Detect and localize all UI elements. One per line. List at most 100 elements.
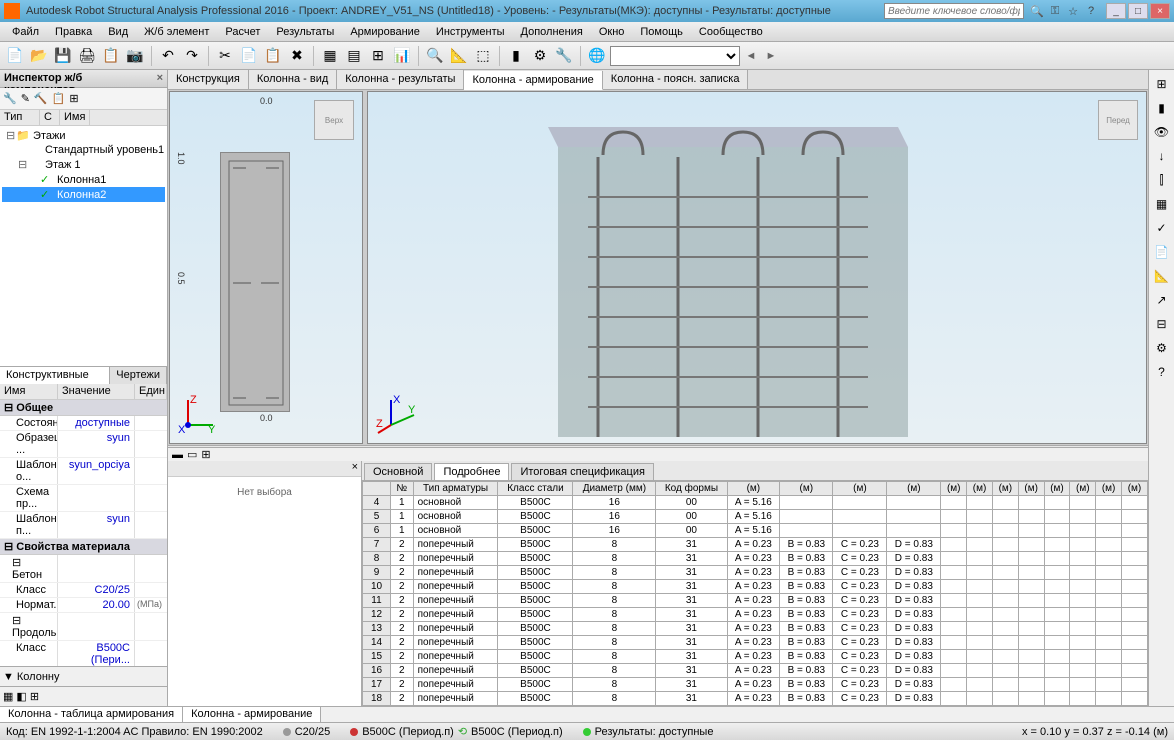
star-icon[interactable]: ☆	[1066, 4, 1080, 18]
table-row[interactable]: 142поперечныйB500C831A = 0.23B = 0.83C =…	[363, 636, 1148, 650]
viewport-3d[interactable]: Перед XYZ	[367, 91, 1147, 444]
col-header[interactable]: (м)	[1122, 482, 1148, 496]
table-row[interactable]: 61основнойB500C1600A = 5.16	[363, 524, 1148, 538]
table-row[interactable]: 92поперечныйB500C831A = 0.23B = 0.83C = …	[363, 566, 1148, 580]
menu-Окно[interactable]: Окно	[591, 24, 633, 40]
prop-row[interactable]: Шаблон о...syun_opciya	[0, 458, 167, 485]
select-icon[interactable]: ⬚	[472, 45, 494, 67]
copy-icon[interactable]: 📄	[238, 45, 260, 67]
menu-Вид[interactable]: Вид	[100, 24, 136, 40]
settings-icon[interactable]: ⚙	[529, 45, 551, 67]
tree-node[interactable]: Стандартный уровень1	[2, 143, 165, 157]
table-row[interactable]: 122поперечныйB500C831A = 0.23B = 0.83C =…	[363, 608, 1148, 622]
window1-icon[interactable]: ▦	[319, 45, 341, 67]
prop-row[interactable]: КлассC20/25	[0, 583, 167, 598]
redo-icon[interactable]: ↷	[181, 45, 203, 67]
view-cube-3d[interactable]: Перед	[1098, 100, 1138, 140]
undo-icon[interactable]: ↶	[157, 45, 179, 67]
table-row[interactable]: 51основнойB500C1600A = 5.16	[363, 510, 1148, 524]
filter-icon[interactable]: ▼	[3, 671, 14, 683]
new-icon[interactable]: 📄	[4, 45, 26, 67]
table-row[interactable]: 102поперечныйB500C831A = 0.23B = 0.83C =…	[363, 580, 1148, 594]
menu-Сообщество[interactable]: Сообщество	[691, 24, 771, 40]
menu-Правка[interactable]: Правка	[47, 24, 100, 40]
table-icon[interactable]: ⊞	[367, 45, 389, 67]
tool5-icon[interactable]: ⊞	[69, 92, 78, 105]
tree-node[interactable]: ⊟ Этаж 1	[2, 157, 165, 172]
table-row[interactable]: 132поперечныйB500C831A = 0.23B = 0.83C =…	[363, 622, 1148, 636]
rt-help-icon[interactable]: ?	[1152, 362, 1172, 382]
col-header[interactable]: Диаметр (мм)	[573, 482, 656, 496]
menu-Дополнения[interactable]: Дополнения	[513, 24, 591, 40]
calc-icon[interactable]: 📊	[391, 45, 413, 67]
rt-load-icon[interactable]: ↓	[1152, 146, 1172, 166]
btool3-icon[interactable]: ⊞	[30, 690, 39, 703]
tree-node[interactable]: ⊟📁 Этажи	[2, 128, 165, 143]
doc-tab[interactable]: Колонна - армирование	[464, 71, 602, 90]
prop-row[interactable]: Схема пр...	[0, 485, 167, 512]
maximize-button[interactable]: □	[1128, 3, 1148, 19]
prop-subsection[interactable]: ⊟ Бетон	[0, 555, 167, 583]
btool2-icon[interactable]: ◧	[16, 690, 26, 703]
rt-grid-icon[interactable]: ⊞	[1152, 74, 1172, 94]
nav-prev-icon[interactable]: ◄	[742, 47, 760, 65]
rt-drawing-icon[interactable]: 📐	[1152, 266, 1172, 286]
menu-Файл[interactable]: Файл	[4, 24, 47, 40]
tab-elements[interactable]: Конструктивные элементы	[0, 367, 110, 384]
menu-Расчет[interactable]: Расчет	[217, 24, 268, 40]
doc-tab[interactable]: Конструкция	[168, 70, 249, 89]
tab-drawings[interactable]: Чертежи	[110, 367, 167, 384]
rt-export-icon[interactable]: ↗	[1152, 290, 1172, 310]
col-header[interactable]: (м)	[992, 482, 1018, 496]
col-header[interactable]: №	[391, 482, 414, 496]
menu-Армирование[interactable]: Армирование	[342, 24, 428, 40]
doc-tab[interactable]: Колонна - поясн. записка	[603, 70, 749, 89]
rt-section-icon[interactable]: ▦	[1152, 194, 1172, 214]
web-icon[interactable]: 🌐	[586, 45, 608, 67]
column-icon[interactable]: ▮	[505, 45, 527, 67]
col-header[interactable]: Тип арматуры	[413, 482, 498, 496]
col-header[interactable]: (м)	[727, 482, 780, 496]
key-icon[interactable]: ⚿	[1048, 4, 1062, 18]
rt-settings-icon[interactable]: ⚙	[1152, 338, 1172, 358]
rt-check-icon[interactable]: ✓	[1152, 218, 1172, 238]
col-header[interactable]: (м)	[887, 482, 941, 496]
menu-Ж/б элемент[interactable]: Ж/б элемент	[136, 24, 217, 40]
close-button[interactable]: ×	[1150, 3, 1170, 19]
preview-icon[interactable]: 📋	[100, 45, 122, 67]
view-cube-2d[interactable]: Верх	[314, 100, 354, 140]
col-header[interactable]: (м)	[1018, 482, 1044, 496]
col-header[interactable]: Код формы	[656, 482, 727, 496]
window2-icon[interactable]: ▤	[343, 45, 365, 67]
menu-Помощь[interactable]: Помощь	[632, 24, 691, 40]
panel-close-icon[interactable]: ×	[157, 72, 163, 85]
prop-subsection[interactable]: ⊟ Продольн...	[0, 613, 167, 641]
zoom-icon[interactable]: 🔍	[424, 45, 446, 67]
result-tab[interactable]: Итоговая спецификация	[511, 463, 653, 480]
col-header[interactable]: (м)	[1070, 482, 1096, 496]
save-icon[interactable]: 💾	[52, 45, 74, 67]
btool1-icon[interactable]: ▦	[3, 690, 13, 703]
wrench-icon[interactable]: 🔧	[553, 45, 575, 67]
rt-table-icon[interactable]: ⊟	[1152, 314, 1172, 334]
measure-icon[interactable]: 📐	[448, 45, 470, 67]
open-icon[interactable]: 📂	[28, 45, 50, 67]
menu-Результаты[interactable]: Результаты	[268, 24, 342, 40]
table-row[interactable]: 182поперечныйB500C831A = 0.23B = 0.83C =…	[363, 692, 1148, 706]
rt-report-icon[interactable]: 📄	[1152, 242, 1172, 262]
component-tree[interactable]: ⊟📁 Этажи Стандартный уровень1⊟ Этаж 1✓ К…	[0, 126, 167, 366]
tool4-icon[interactable]: 📋	[52, 92, 66, 105]
pin-icon[interactable]: ×	[352, 461, 358, 476]
doc-tab[interactable]: Колонна - результаты	[337, 70, 464, 89]
menu-Инструменты[interactable]: Инструменты	[428, 24, 513, 40]
tool2-icon[interactable]: ✎	[21, 92, 30, 105]
property-grid[interactable]: ⊟ ОбщееСостояни...доступныеОбразец ...sy…	[0, 400, 167, 666]
nav-next-icon[interactable]: ►	[762, 47, 780, 65]
vpc1-icon[interactable]: ▬	[172, 449, 183, 461]
table-row[interactable]: 72поперечныйB500C831A = 0.23B = 0.83C = …	[363, 538, 1148, 552]
vpc2-icon[interactable]: ▭	[187, 448, 197, 461]
prop-section[interactable]: ⊟ Свойства материала	[0, 539, 167, 555]
result-tab[interactable]: Основной	[364, 463, 432, 480]
prop-row[interactable]: Шаблон п...syun	[0, 512, 167, 539]
col-header[interactable]: (м)	[780, 482, 833, 496]
